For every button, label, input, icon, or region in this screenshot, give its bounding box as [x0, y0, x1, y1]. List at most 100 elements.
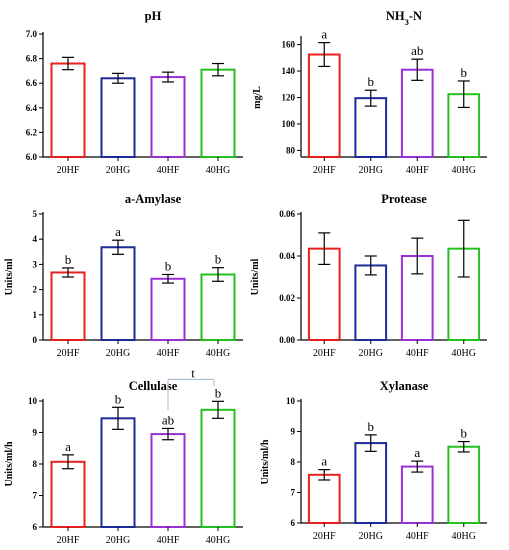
chart-3-bar-20HF — [50, 271, 86, 341]
chart-4-y-tick-label: 0.04 — [279, 251, 295, 261]
chart-1-y-tick-label: 6.0 — [26, 152, 38, 162]
chart-2-x-tick-label-20HG: 20HG — [359, 165, 383, 176]
chart-1-y-tick-label: 7.0 — [26, 29, 38, 39]
chart-4-title: Protease — [381, 192, 427, 206]
chart-6-y-axis-label: Units/ml/h — [260, 439, 271, 484]
chart-5-title: Cellulase — [129, 379, 178, 393]
chart-3-y-tick-label: 5 — [33, 209, 38, 219]
chart-3-y-tick-label: 2 — [33, 285, 38, 295]
chart-1-y-tick-label: 6.4 — [26, 103, 38, 113]
chart-3-letter-20HF: b — [65, 252, 72, 267]
chart-2-letter-20HF: a — [321, 27, 327, 42]
chart-2-y-axis-label: mg/L — [252, 86, 263, 109]
chart-6-bar-40HG — [447, 445, 481, 524]
chart-2-y-tick-label: 120 — [282, 93, 296, 103]
chart-6-bar-20HG — [354, 442, 388, 524]
chart-3-x-tick-label-40HG: 40HG — [206, 348, 230, 359]
chart-4-x-tick-label-40HF: 40HF — [406, 348, 429, 359]
chart-6-letter-20HF: a — [321, 454, 327, 469]
chart-4-y-axis-label: Units/ml — [250, 258, 261, 295]
chart-5-bar-40HG — [200, 408, 236, 529]
chart-1-y-tick-label: 6.6 — [26, 78, 38, 88]
chart-5-y-axis-label: Units/ml/h — [4, 441, 15, 486]
chart-6-y-tick-label: 8 — [291, 457, 296, 467]
chart-3-x-tick-label-40HF: 40HF — [157, 348, 180, 359]
chart-2-title: NH3-N — [386, 9, 422, 27]
chart-1-y-tick-label: 6.2 — [26, 127, 38, 137]
chart-2-letter-20HG: b — [368, 74, 375, 89]
chart-2-letter-40HG: b — [461, 65, 468, 80]
chart-4-y-tick-label: 0.00 — [279, 335, 295, 345]
chart-5-y-tick-label: 9 — [33, 428, 38, 438]
chart-6-x-tick-label-40HG: 40HG — [452, 531, 476, 542]
chart-6-y-tick-label: 7 — [291, 488, 296, 498]
chart-3-letter-20HG: a — [115, 224, 121, 239]
chart-2-x-tick-label-40HF: 40HF — [406, 165, 429, 176]
chart-2-y-tick-label: 140 — [282, 66, 296, 76]
chart-1-bar-20HF — [50, 62, 86, 159]
chart-4-bar-20HG — [354, 264, 388, 342]
chart-5-bar-20HG — [100, 417, 136, 529]
chart-4-y-tick-label: 0.06 — [279, 209, 295, 219]
chart-6-x-tick-label-40HF: 40HF — [406, 531, 429, 542]
chart-2-x-tick-label-40HG: 40HG — [452, 165, 476, 176]
chart-5-y-tick-label: 7 — [33, 491, 38, 501]
chart-4-x-tick-label-20HF: 20HF — [313, 348, 336, 359]
chart-1-x-tick-label-20HF: 20HF — [57, 165, 80, 176]
chart-2-y-tick-label: 100 — [282, 119, 296, 129]
chart-6-y-tick-label: 6 — [291, 518, 296, 528]
chart-3-y-tick-label: 0 — [33, 335, 38, 345]
chart-1-x-tick-label-40HG: 40HG — [206, 165, 230, 176]
chart-3-letter-40HF: b — [165, 258, 172, 273]
chart-6-bar-20HF — [307, 473, 341, 524]
chart-1-bar-20HG — [100, 77, 136, 158]
chart-2-x-tick-label-20HF: 20HF — [313, 165, 336, 176]
chart-5-x-tick-label-40HF: 40HF — [157, 535, 180, 546]
chart-1-x-tick-label-40HF: 40HF — [157, 165, 180, 176]
chart-4-x-tick-label-40HG: 40HG — [452, 348, 476, 359]
chart-6-bar-40HF — [400, 465, 434, 525]
chart-3-y-axis-label: Units/ml — [4, 258, 15, 295]
chart-6-y-tick-label: 10 — [286, 396, 296, 406]
chart-6-letter-20HG: b — [368, 419, 375, 434]
chart-1-y-tick-label: 6.8 — [26, 54, 38, 64]
chart-1-title: pH — [145, 9, 162, 23]
chart-2-bar-20HF — [307, 53, 341, 158]
chart-2-y-tick-label: 80 — [286, 145, 296, 155]
chart-6-title: Xylanase — [380, 379, 429, 393]
chart-3-y-tick-label: 3 — [33, 259, 38, 269]
chart-5-x-tick-label-40HG: 40HG — [206, 535, 230, 546]
chart-5-bar-20HF — [50, 460, 86, 529]
chart-3-x-tick-label-20HG: 20HG — [106, 348, 130, 359]
chart-3-bar-40HG — [200, 273, 236, 342]
chart-3-x-tick-label-20HF: 20HF — [57, 348, 80, 359]
chart-5-x-tick-label-20HF: 20HF — [57, 535, 80, 546]
chart-3-letter-40HG: b — [215, 252, 222, 267]
chart-3-bar-40HF — [150, 277, 186, 342]
chart-6-x-tick-label-20HG: 20HG — [359, 531, 383, 542]
chart-2-letter-40HF: ab — [411, 43, 423, 58]
chart-3-y-tick-label: 1 — [33, 310, 38, 320]
chart-2-bar-40HF — [400, 68, 434, 158]
chart-3-bar-20HG — [100, 246, 136, 342]
chart-1-bar-40HG — [200, 68, 236, 158]
chart-5-letter-20HG: b — [115, 391, 122, 406]
chart-6-y-tick-label: 9 — [291, 427, 296, 437]
chart-5-bar-40HF — [150, 433, 186, 529]
chart-3-title: a-Amylase — [125, 192, 182, 206]
chart-5-x-tick-label-20HG: 20HG — [106, 535, 130, 546]
chart-5-y-tick-label: 6 — [33, 522, 38, 532]
chart-6-letter-40HF: a — [414, 445, 420, 460]
chart-5-bracket-label: t — [191, 365, 195, 380]
chart-5-y-tick-label: 10 — [28, 396, 38, 406]
chart-2-bar-20HG — [354, 97, 388, 158]
chart-4-y-tick-label: 0.02 — [279, 293, 295, 303]
chart-5-y-tick-label: 8 — [33, 459, 38, 469]
chart-6-letter-40HG: b — [461, 426, 468, 441]
chart-1-x-tick-label-20HG: 20HG — [106, 165, 130, 176]
chart-1-bar-40HF — [150, 76, 186, 158]
chart-5-letter-40HG: b — [215, 385, 222, 400]
chart-5-letter-40HF: ab — [162, 412, 174, 427]
chart-5-letter-20HF: a — [65, 439, 71, 454]
